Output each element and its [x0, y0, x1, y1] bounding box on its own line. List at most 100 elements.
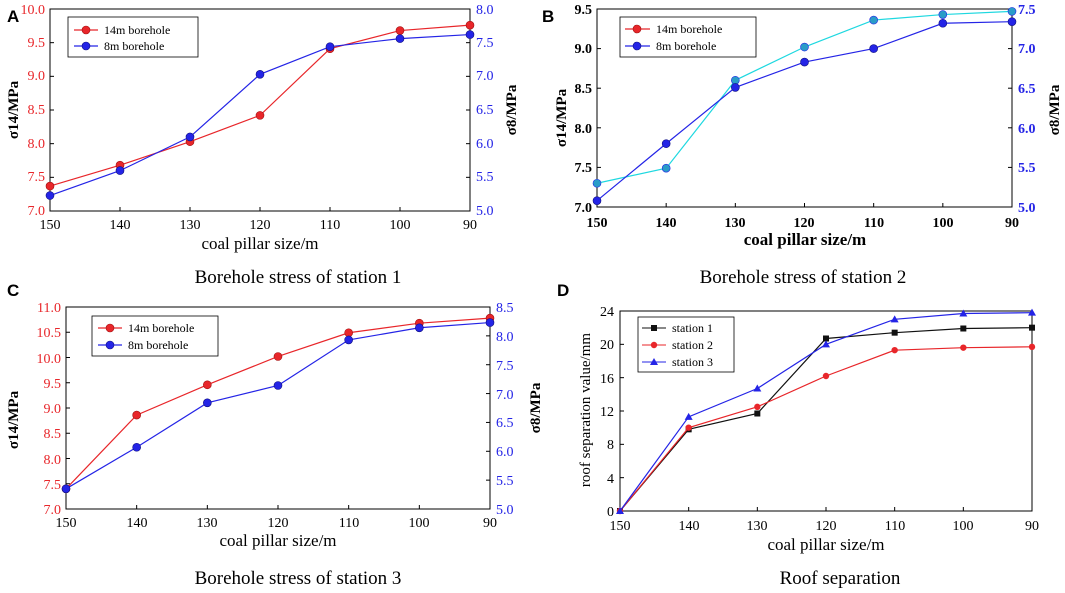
data-point — [753, 384, 762, 392]
y-tick-label: 6.5 — [496, 416, 514, 431]
legend: 14m borehole 8m borehole — [91, 315, 219, 357]
y-tick-label: 7.5 — [44, 478, 62, 493]
legend-label: 14m borehole — [128, 321, 194, 335]
data-point — [61, 484, 71, 494]
y-tick-label: 8.0 — [476, 3, 494, 18]
y-tick-label: 10.0 — [21, 3, 46, 18]
data-point — [115, 166, 125, 175]
legend-label: station 2 — [672, 338, 713, 352]
x-tick-label: 90 — [1005, 216, 1019, 231]
legend-marker — [632, 24, 642, 34]
data-point — [485, 318, 495, 327]
x-tick-labels: 150 140 130 120 110 100 90 — [587, 216, 1020, 231]
panel-c: C 150 140 130 120 110 100 90 7.0 7.5 8.0… — [6, 281, 544, 589]
y-tick-label: 8.0 — [44, 453, 62, 468]
y-right-tick-labels: 5.0 5.5 6.0 6.5 7.0 7.5 8.0 8.5 — [496, 301, 514, 518]
y-tick-label: 9.0 — [28, 69, 46, 84]
y-tick-label: 4 — [607, 472, 614, 487]
y-tick-label: 8.5 — [44, 427, 62, 442]
x-tick-label: 150 — [40, 218, 61, 233]
legend: station 1 station 2 station 3 — [637, 316, 735, 373]
data-point — [684, 412, 693, 420]
data-point — [823, 335, 829, 342]
y-tick-labels: 0 4 8 12 16 20 24 — [600, 305, 614, 520]
data-point — [1028, 308, 1036, 316]
legend-label: 8m borehole — [128, 338, 188, 352]
y-tick-label: 0 — [607, 505, 614, 520]
y-right-axis-label: σ8/MPa — [1047, 84, 1063, 135]
data-point — [800, 57, 809, 67]
legend-marker — [81, 25, 91, 35]
x-tick-label: 100 — [953, 519, 974, 534]
data-point — [960, 325, 967, 332]
y-right-axis-label: σ8/MPa — [504, 84, 520, 135]
caption: Borehole stress of station 3 — [195, 568, 402, 589]
y-tick-label: 9.5 — [44, 377, 62, 392]
data-point — [395, 34, 405, 43]
y-left-axis-label: σ14/MPa — [554, 88, 570, 147]
data-point — [132, 442, 141, 452]
x-tick-label: 150 — [587, 216, 608, 231]
data-point — [203, 398, 212, 408]
y-tick-label: 8.5 — [575, 82, 593, 97]
panel-letter: C — [7, 281, 19, 300]
y-tick-label: 5.0 — [496, 503, 514, 518]
y-tick-label: 6.0 — [496, 445, 514, 460]
legend-marker — [81, 41, 91, 51]
y-tick-label: 10.0 — [37, 352, 62, 367]
y-tick-label: 7.5 — [496, 359, 514, 374]
x-tick-labels: 150 140 130 120 110 100 90 — [610, 519, 1040, 534]
x-axis-label: coal pillar size/m — [744, 230, 866, 249]
y-right-axis-label: σ8/MPa — [528, 382, 544, 433]
y-tick-label: 7.0 — [476, 69, 494, 84]
x-axis-label: coal pillar size/m — [219, 531, 336, 550]
x-tick-label: 120 — [794, 216, 815, 231]
legend: 14m borehole 8m borehole — [619, 16, 757, 58]
y-tick-label: 9.0 — [44, 402, 62, 417]
x-tick-label: 90 — [483, 516, 497, 531]
data-point — [754, 403, 761, 411]
data-point — [273, 381, 283, 390]
data-point — [685, 424, 692, 431]
caption: Borehole stress of station 1 — [195, 267, 402, 288]
data-point — [592, 178, 602, 188]
y-tick-label: 5.5 — [496, 474, 514, 489]
panel-d: D 150 140 130 120 110 100 90 0 4 8 12 16… — [557, 281, 1039, 589]
data-point — [395, 26, 405, 35]
data-point — [344, 328, 353, 338]
data-point — [592, 196, 602, 205]
x-tick-label: 140 — [127, 516, 148, 531]
data-point — [616, 507, 624, 514]
x-tick-label: 110 — [864, 216, 884, 231]
data-point — [959, 309, 968, 317]
y-tick-label: 9.0 — [575, 42, 593, 57]
data-point — [1028, 343, 1036, 351]
panel-letter: B — [542, 7, 554, 26]
legend-label: 14m borehole — [656, 22, 722, 36]
legend-label: 8m borehole — [656, 39, 716, 53]
legend-label: 8m borehole — [104, 39, 164, 53]
data-point — [255, 70, 265, 79]
data-point — [415, 323, 424, 333]
legend-marker — [651, 325, 657, 331]
y-tick-label: 8.0 — [575, 122, 593, 137]
y-tick-label: 7.5 — [1018, 3, 1036, 18]
x-tick-label: 120 — [250, 218, 271, 233]
y-left-axis-label: σ14/MPa — [6, 80, 22, 139]
y-tick-label: 6.0 — [476, 137, 494, 152]
data-point — [255, 111, 265, 120]
series-lines — [616, 308, 1036, 515]
legend-marker — [632, 41, 642, 51]
data-point — [325, 42, 335, 52]
tick-marks — [49, 8, 471, 212]
legend-marker — [650, 358, 658, 365]
data-point — [822, 340, 830, 348]
y-tick-label: 9.5 — [28, 36, 46, 51]
y-tick-label: 7.0 — [44, 503, 62, 518]
panel-letter: D — [557, 281, 569, 300]
x-tick-label: 140 — [679, 519, 700, 534]
y-right-tick-labels: 5.0 5.5 6.0 6.5 7.0 7.5 — [1018, 3, 1036, 216]
panel-a: A 150 140 130 120 110 100 90 7.0 7.5 8.0… — [6, 3, 520, 288]
data-point — [731, 75, 740, 85]
